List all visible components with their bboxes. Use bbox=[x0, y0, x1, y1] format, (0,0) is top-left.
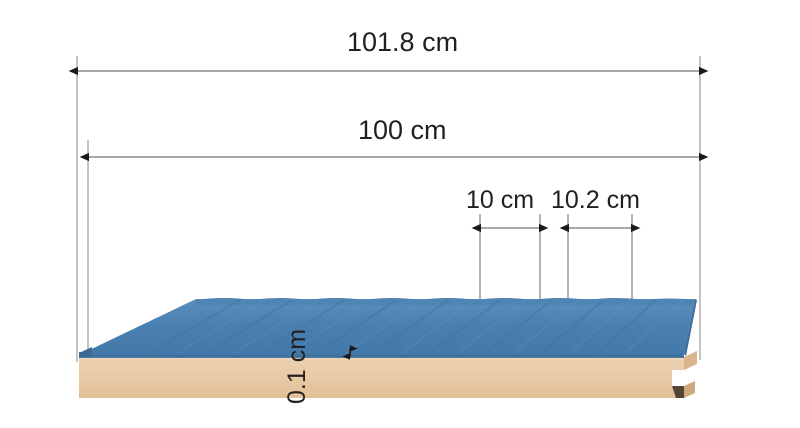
sandwich-panel-3d bbox=[79, 298, 697, 398]
panel-top-skin-surface bbox=[79, 299, 695, 355]
panel-core-end-lower bbox=[684, 381, 695, 398]
panel-core-front-face bbox=[79, 357, 684, 398]
label-skin-thickness: 0.1 cm bbox=[283, 328, 311, 404]
panel-left-tip bbox=[79, 347, 92, 358]
label-rib-pitch-b: 10.2 cm bbox=[551, 186, 640, 214]
panel-corrugation-highlights bbox=[177, 299, 683, 354]
panel-corrugation-ribs bbox=[149, 299, 657, 354]
panel-core-notch-shadow bbox=[672, 386, 684, 398]
panel-core-end-profile bbox=[684, 351, 697, 370]
label-rib-pitch-a: 10 cm bbox=[466, 186, 535, 214]
label-cover-width: 100 cm bbox=[358, 115, 447, 145]
panel-corrugation-top-edge bbox=[196, 298, 695, 305]
label-overall-width: 101.8 cm bbox=[347, 27, 459, 57]
panel-top-skin-right-slope bbox=[684, 299, 697, 356]
